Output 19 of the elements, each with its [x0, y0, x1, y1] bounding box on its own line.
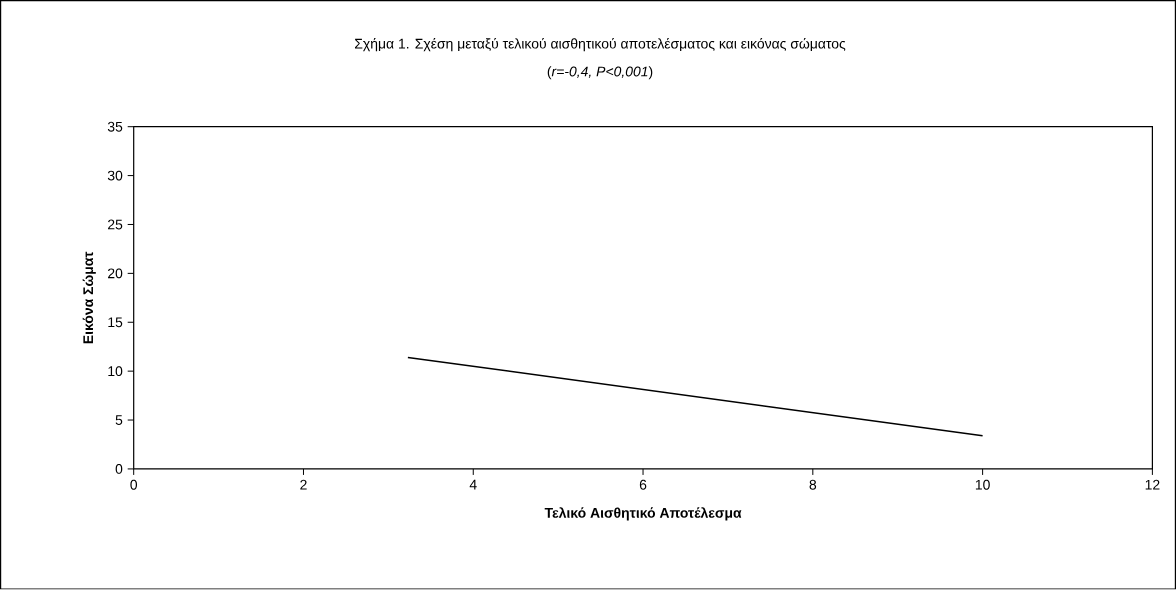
y-tick-label: 25 — [108, 219, 123, 230]
y-tick-label: 0 — [115, 464, 123, 475]
x-tick-label: 10 — [975, 479, 990, 490]
y-tick-label: 15 — [108, 317, 123, 328]
chart-subtitle: (r=-0,4, P<0,001) — [547, 66, 653, 80]
x-tick-label: 4 — [469, 479, 477, 490]
x-axis-title: Τελικό Αισθητικό Αποτέλεσμα — [544, 507, 742, 521]
x-tick-label: 6 — [639, 479, 647, 490]
y-axis-title: Εικόνα Σώματ — [82, 251, 96, 344]
x-tick-label: 12 — [1145, 479, 1160, 490]
y-tick-label: 5 — [115, 415, 123, 426]
y-tick-label: 20 — [108, 268, 123, 279]
y-tick-label: 35 — [107, 121, 123, 132]
y-tick-label: 10 — [108, 366, 123, 377]
x-tick-label: 0 — [130, 479, 138, 490]
x-tick-label: 2 — [300, 479, 307, 490]
x-tick-label: 8 — [809, 479, 817, 490]
y-tick-label: 30 — [107, 170, 123, 181]
chart-title: Σχήμα 1. Σχέση μεταξύ τελικού αισθητικού αποτελέσματος και εικόνας σώματος — [355, 38, 846, 52]
